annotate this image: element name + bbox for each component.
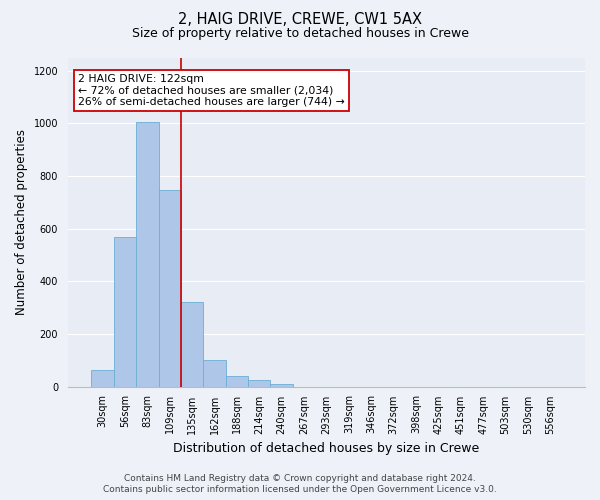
Bar <box>271 384 293 386</box>
Y-axis label: Number of detached properties: Number of detached properties <box>15 129 28 315</box>
Text: Contains HM Land Registry data © Crown copyright and database right 2024.
Contai: Contains HM Land Registry data © Crown c… <box>103 474 497 494</box>
Bar <box>248 380 271 386</box>
Bar <box>181 302 203 386</box>
Bar <box>136 122 158 386</box>
Bar <box>226 376 248 386</box>
Text: 2, HAIG DRIVE, CREWE, CW1 5AX: 2, HAIG DRIVE, CREWE, CW1 5AX <box>178 12 422 28</box>
Bar <box>114 236 136 386</box>
Text: Size of property relative to detached houses in Crewe: Size of property relative to detached ho… <box>131 28 469 40</box>
Bar <box>158 190 181 386</box>
Bar <box>91 370 114 386</box>
Bar <box>203 360 226 386</box>
X-axis label: Distribution of detached houses by size in Crewe: Distribution of detached houses by size … <box>173 442 479 455</box>
Text: 2 HAIG DRIVE: 122sqm
← 72% of detached houses are smaller (2,034)
26% of semi-de: 2 HAIG DRIVE: 122sqm ← 72% of detached h… <box>78 74 345 107</box>
